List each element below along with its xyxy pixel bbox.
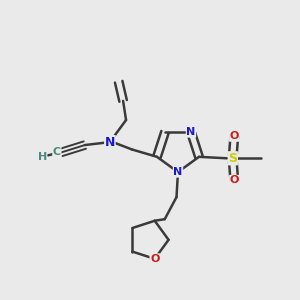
Text: O: O (150, 254, 159, 264)
Text: N: N (186, 127, 196, 137)
Text: O: O (230, 176, 239, 185)
Text: H: H (38, 152, 47, 162)
Text: N: N (105, 136, 115, 148)
Text: N: N (173, 167, 183, 177)
Text: O: O (230, 131, 239, 141)
Text: S: S (228, 152, 237, 165)
Text: C: C (53, 147, 61, 157)
